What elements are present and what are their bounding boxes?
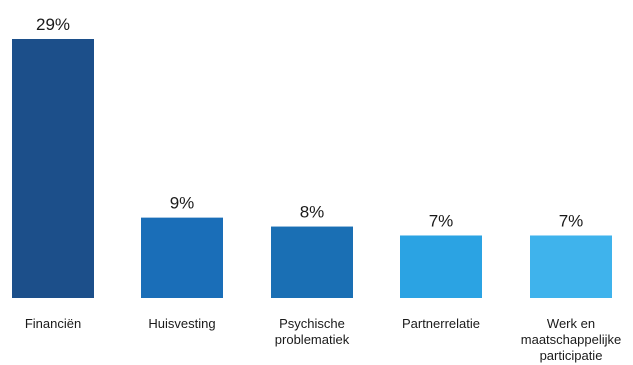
- category-label-5: Werk en maatschappelijke participatie: [521, 316, 621, 363]
- category-label-line: Werk en: [547, 316, 595, 331]
- bar-3: [271, 227, 353, 298]
- category-label-line: Huisvesting: [148, 316, 215, 331]
- value-label-4: 7%: [429, 211, 454, 230]
- bar-1: [12, 39, 94, 298]
- bar-2: [141, 218, 223, 298]
- value-label-2: 9%: [170, 194, 195, 213]
- value-label-3: 8%: [300, 203, 325, 222]
- category-label-line: Partnerrelatie: [402, 316, 480, 331]
- category-label-line: Psychische: [279, 316, 345, 331]
- category-label-2: Huisvesting: [148, 316, 215, 331]
- value-label-1: 29%: [36, 15, 70, 34]
- bar-5: [530, 235, 612, 298]
- value-label-5: 7%: [559, 211, 584, 230]
- category-label-3: Psychische problematiek: [275, 316, 350, 347]
- category-label-line: Financiën: [25, 316, 81, 331]
- category-labels-group: Financiën Huisvesting Psychische problemati…: [25, 316, 621, 363]
- bars-group: [12, 39, 612, 298]
- category-label-4: Partnerrelatie: [402, 316, 480, 331]
- category-label-line: problematiek: [275, 332, 350, 347]
- bar-4: [400, 235, 482, 298]
- category-label-1: Financiën: [25, 316, 81, 331]
- category-label-line: participatie: [540, 348, 603, 363]
- category-label-line: maatschappelijke: [521, 332, 621, 347]
- value-labels-group: 29% 9% 8% 7% 7%: [36, 15, 583, 230]
